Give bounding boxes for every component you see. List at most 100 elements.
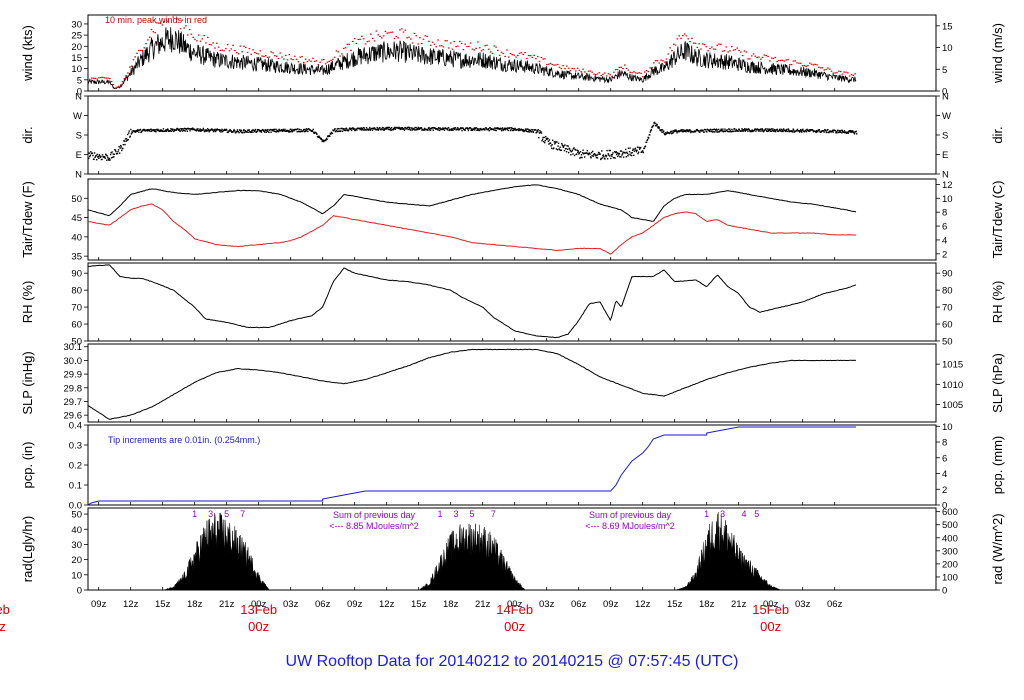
direction-point — [642, 151, 645, 154]
direction-point — [336, 128, 338, 130]
wind-peak-point — [605, 75, 608, 77]
wind-peak-point — [760, 58, 762, 60]
wind-peak-point — [520, 52, 523, 54]
direction-point — [506, 127, 508, 130]
direction-point — [477, 128, 480, 130]
series-group-rh — [88, 264, 857, 339]
direction-point — [576, 149, 578, 152]
direction-point — [173, 130, 175, 132]
wind-peak-point — [729, 50, 731, 52]
direction-point — [531, 129, 534, 131]
wind-peak-point — [359, 38, 361, 40]
wind-peak-point — [444, 40, 447, 42]
direction-point — [213, 130, 216, 132]
wind-peak-point — [845, 71, 847, 73]
direction-point — [665, 132, 667, 134]
direction-point — [529, 129, 531, 132]
direction-point — [556, 149, 559, 151]
wind-peak-point — [161, 24, 164, 26]
direction-point — [528, 130, 530, 132]
direction-point — [763, 130, 765, 132]
x-tick-label: 09z — [603, 599, 619, 610]
direction-point — [227, 131, 230, 133]
y-tick-label: 20 — [71, 555, 82, 566]
wind-peak-point — [785, 59, 787, 61]
direction-point — [521, 129, 523, 131]
wind-peak-point — [531, 56, 534, 59]
direction-point — [538, 136, 540, 139]
direction-point — [311, 130, 313, 132]
direction-point — [154, 130, 156, 133]
wind-peak-point — [758, 56, 760, 58]
wind-peak-point — [419, 37, 421, 39]
direction-point — [348, 129, 350, 131]
wind-peak-point — [118, 85, 120, 88]
direction-point — [542, 136, 544, 139]
wind-peak-point — [379, 35, 381, 38]
y-tick-label: 30.0 — [64, 356, 83, 367]
direction-point — [306, 128, 309, 130]
direction-point — [213, 129, 215, 131]
direction-point — [589, 153, 591, 155]
direction-point — [350, 129, 353, 132]
direction-point — [557, 145, 559, 147]
direction-point — [727, 130, 729, 133]
wind-peak-point — [119, 84, 122, 86]
direction-point — [260, 131, 263, 133]
x-tick-label: 18z — [699, 599, 715, 610]
direction-point — [793, 129, 795, 131]
wind-peak-point — [304, 58, 307, 60]
direction-point — [542, 140, 545, 143]
direction-point — [388, 126, 391, 129]
direction-point — [714, 131, 716, 133]
direction-point — [423, 129, 425, 131]
direction-point — [702, 129, 704, 131]
direction-point — [807, 129, 809, 132]
wind-peak-point — [593, 73, 595, 75]
wind-peak-point — [672, 43, 675, 45]
direction-point — [287, 130, 289, 132]
direction-point — [800, 130, 802, 132]
y-tick-label: 35 — [71, 252, 82, 263]
direction-point — [104, 157, 106, 159]
chart-title: UW Rooftop Data for 20140212 to 20140215… — [286, 653, 739, 670]
series-group-rad — [88, 512, 856, 590]
wind-peak-point — [506, 49, 508, 51]
direction-point — [561, 144, 563, 146]
wind-peak-point — [821, 67, 824, 69]
wind-peak-point — [246, 51, 249, 54]
wind-peak-point — [620, 66, 622, 68]
direction-point — [437, 129, 439, 131]
wind-peak-point — [743, 50, 746, 52]
direction-point — [451, 128, 454, 131]
direction-point — [446, 128, 448, 130]
direction-point — [330, 133, 332, 135]
y-right-tick-label: 0 — [942, 87, 947, 98]
wind-peak-point — [600, 74, 603, 77]
direction-point — [339, 128, 341, 130]
wind-peak-point — [819, 67, 822, 69]
wind-peak-point — [230, 48, 233, 50]
direction-point — [790, 130, 793, 133]
direction-point — [196, 128, 198, 130]
direction-point — [99, 156, 102, 159]
wind-peak-point — [720, 43, 722, 45]
direction-point — [714, 129, 717, 131]
direction-point — [420, 127, 423, 129]
y-axis-title: pcp. (in) — [20, 442, 35, 489]
direction-point — [204, 129, 207, 132]
x-tick-label: 15z — [155, 599, 171, 610]
day-label-time: z — [0, 619, 6, 634]
wind-peak-point — [828, 68, 831, 70]
direction-point — [436, 128, 439, 130]
direction-point — [452, 129, 454, 132]
direction-point — [289, 128, 291, 130]
wind-peak-point — [647, 71, 650, 73]
direction-point — [387, 128, 389, 130]
wind-peak-point — [422, 38, 425, 40]
direction-point — [544, 139, 546, 142]
direction-point — [495, 129, 497, 132]
panel-frame-dir — [87, 95, 937, 175]
direction-point — [749, 130, 752, 132]
